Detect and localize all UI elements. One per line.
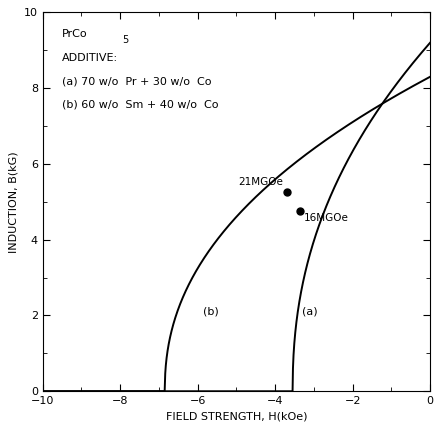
Text: 16MGOe: 16MGOe	[304, 213, 349, 223]
Text: (b) 60 w/o  Sm + 40 w/o  Co: (b) 60 w/o Sm + 40 w/o Co	[62, 100, 219, 110]
Y-axis label: INDUCTION, B(kG): INDUCTION, B(kG)	[8, 151, 18, 252]
Text: 5: 5	[122, 35, 129, 45]
Text: (b): (b)	[203, 307, 219, 316]
Text: PrCo: PrCo	[62, 29, 88, 40]
Text: (a) 70 w/o  Pr + 30 w/o  Co: (a) 70 w/o Pr + 30 w/o Co	[62, 77, 212, 86]
X-axis label: FIELD STRENGTH, H(kOe): FIELD STRENGTH, H(kOe)	[166, 412, 307, 422]
Text: ADDITIVE:: ADDITIVE:	[62, 53, 118, 63]
Text: (a): (a)	[302, 307, 318, 316]
Text: 21MGOe: 21MGOe	[238, 177, 283, 187]
